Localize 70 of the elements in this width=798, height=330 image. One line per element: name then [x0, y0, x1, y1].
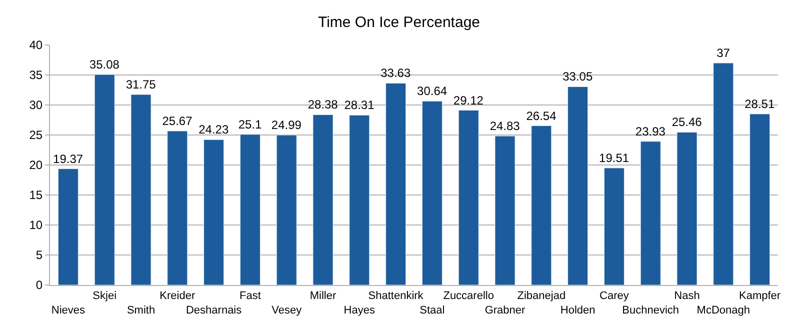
x-tick-label: Miller [310, 290, 336, 302]
bar [568, 86, 588, 285]
bar [240, 134, 260, 285]
data-label: 28.31 [344, 98, 375, 112]
x-tick-label: Carey [600, 290, 630, 302]
y-tick-label: 10 [29, 218, 43, 232]
data-label: 33.63 [380, 66, 411, 80]
y-tick-label: 40 [29, 38, 43, 52]
chart-title: Time On Ice Percentage [318, 14, 480, 31]
y-tick-label: 35 [29, 68, 43, 82]
data-label: 19.37 [53, 152, 84, 166]
x-tick-label: Staal [420, 304, 445, 316]
bar [167, 130, 188, 285]
x-tick-label: Holden [560, 304, 596, 316]
y-tick-label: 15 [29, 188, 43, 202]
data-label: 19.51 [599, 150, 630, 165]
data-label: 29.12 [453, 93, 484, 108]
bar [58, 168, 78, 285]
x-tick-label: Zuccarello [443, 290, 494, 302]
data-label: 26.54 [526, 108, 557, 123]
x-tick-label: Vesey [272, 304, 302, 316]
bar [713, 62, 734, 285]
data-label: 30.64 [417, 84, 448, 98]
data-label: 28.38 [308, 98, 338, 112]
x-tick-label: Skjei [92, 290, 117, 302]
bar [604, 168, 624, 285]
y-tick-label: 30 [29, 98, 43, 112]
bar [750, 114, 770, 285]
x-tick-label: Buchnevich [622, 304, 680, 316]
data-label: 31.75 [126, 78, 156, 92]
y-tick-label: 0 [36, 278, 43, 292]
x-tick-label: Nash [674, 290, 700, 302]
data-label: 37 [716, 46, 730, 60]
data-label: 28.51 [744, 96, 775, 111]
bar [422, 100, 442, 285]
data-label: 23.93 [635, 124, 666, 138]
y-tick-label: 20 [29, 158, 43, 172]
x-tick-label: Desharnais [186, 304, 242, 316]
x-tick-label: McDonagh [696, 304, 750, 316]
bar [130, 94, 152, 285]
data-label: 24.99 [271, 118, 302, 132]
bar [94, 74, 115, 285]
data-label: 24.83 [490, 119, 520, 134]
bar [349, 114, 370, 285]
bar [640, 141, 661, 285]
bar [458, 110, 479, 285]
bar [312, 114, 334, 285]
data-label: 25.46 [672, 115, 702, 130]
bar [204, 139, 224, 285]
data-label: 35.08 [89, 58, 120, 72]
x-tick-label: Zibanejad [517, 290, 566, 302]
x-tick-label: Grabner [484, 304, 526, 316]
x-tick-label: Smith [126, 304, 156, 316]
x-tick-label: Fast [239, 290, 261, 302]
bar [676, 132, 698, 285]
data-label: 25.67 [162, 114, 193, 128]
bar [276, 134, 297, 285]
data-label: 33.05 [562, 70, 593, 84]
bar [531, 126, 552, 285]
x-tick-label: Kampfer [739, 290, 781, 302]
bar [386, 82, 406, 285]
bar [494, 136, 516, 285]
x-tick-label: Hayes [344, 304, 376, 316]
data-label: 25.1 [238, 117, 262, 132]
data-label: 24.23 [198, 122, 229, 137]
x-tick-label: Nieves [51, 304, 86, 316]
y-tick-label: 25 [29, 128, 43, 142]
x-tick-label: Kreider [160, 290, 196, 302]
x-tick-label: Shattenkirk [368, 290, 424, 302]
y-tick-label: 5 [36, 248, 43, 262]
